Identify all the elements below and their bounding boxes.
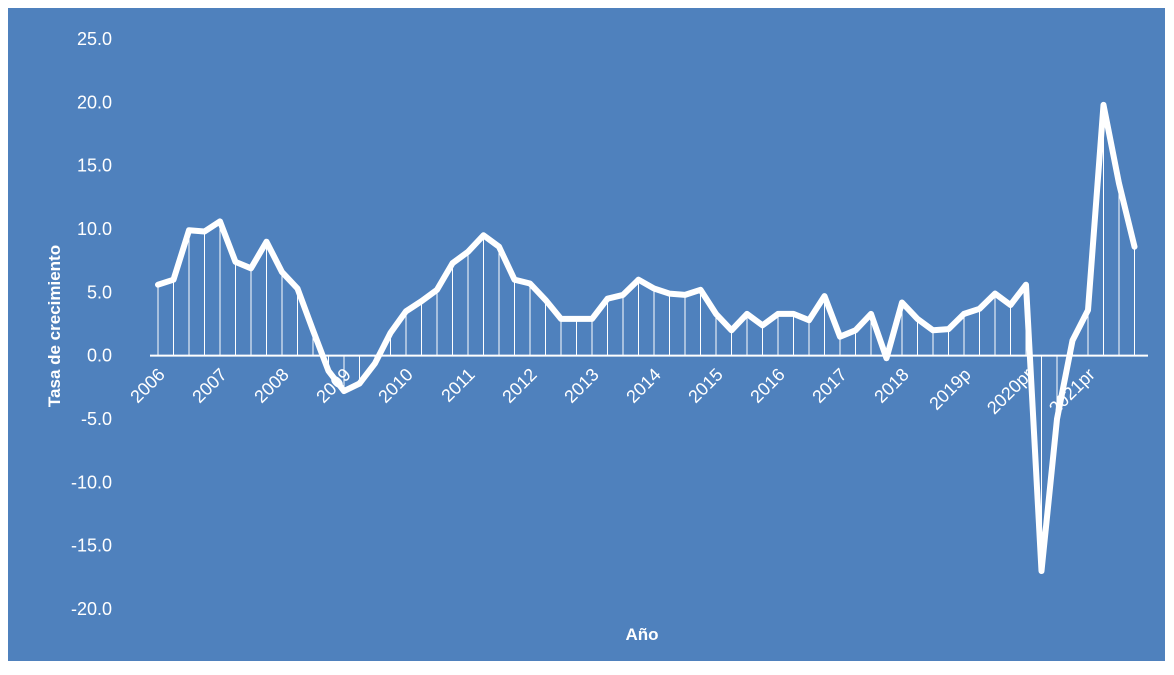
y-tick-label: 25.0 (77, 29, 112, 49)
x-tick-label: 2020pr (983, 364, 1037, 418)
y-tick-label: 20.0 (77, 92, 112, 112)
chart-area: 25.0 20.0 15.0 10.0 5.0 0.0 -5.0 -10.0 -15.0 -20.… (8, 8, 1165, 661)
y-tick-label: -20.0 (71, 599, 112, 619)
series-line (155, 101, 1138, 574)
x-tick-label: 2013 (560, 364, 602, 406)
y-tick-label: -10.0 (71, 472, 112, 492)
y-tick-label: -5.0 (81, 409, 112, 429)
x-tick-label: 2010 (374, 364, 416, 406)
x-tick-label: 2016 (746, 364, 788, 406)
x-tick-label: 2011 (437, 364, 479, 406)
y-tick-label: 10.0 (77, 219, 112, 239)
x-tick-label: 2007 (188, 364, 230, 406)
x-tick-label: 2018 (870, 364, 912, 406)
x-tick-label: 2021pr (1045, 364, 1099, 418)
y-tick-label: 15.0 (77, 156, 112, 176)
x-tick-label: 2014 (622, 364, 664, 406)
x-tick-label: 2019p (925, 364, 975, 414)
y-tick-label: 5.0 (87, 282, 112, 302)
y-axis-title: Tasa de crecimiento (45, 245, 64, 407)
x-tick-label: 2012 (498, 364, 540, 406)
y-tick-label: -15.0 (71, 536, 112, 556)
y-tick-label: 0.0 (87, 346, 112, 366)
x-tick-label: 2006 (126, 364, 168, 406)
line-chart: 25.0 20.0 15.0 10.0 5.0 0.0 -5.0 -10.0 -15.0 -20.… (45, 29, 1148, 644)
x-axis-title: Año (625, 625, 658, 644)
x-tick-label: 2008 (250, 364, 292, 406)
x-tick-label: 2015 (684, 364, 726, 406)
x-tick-label: 2017 (808, 364, 850, 406)
